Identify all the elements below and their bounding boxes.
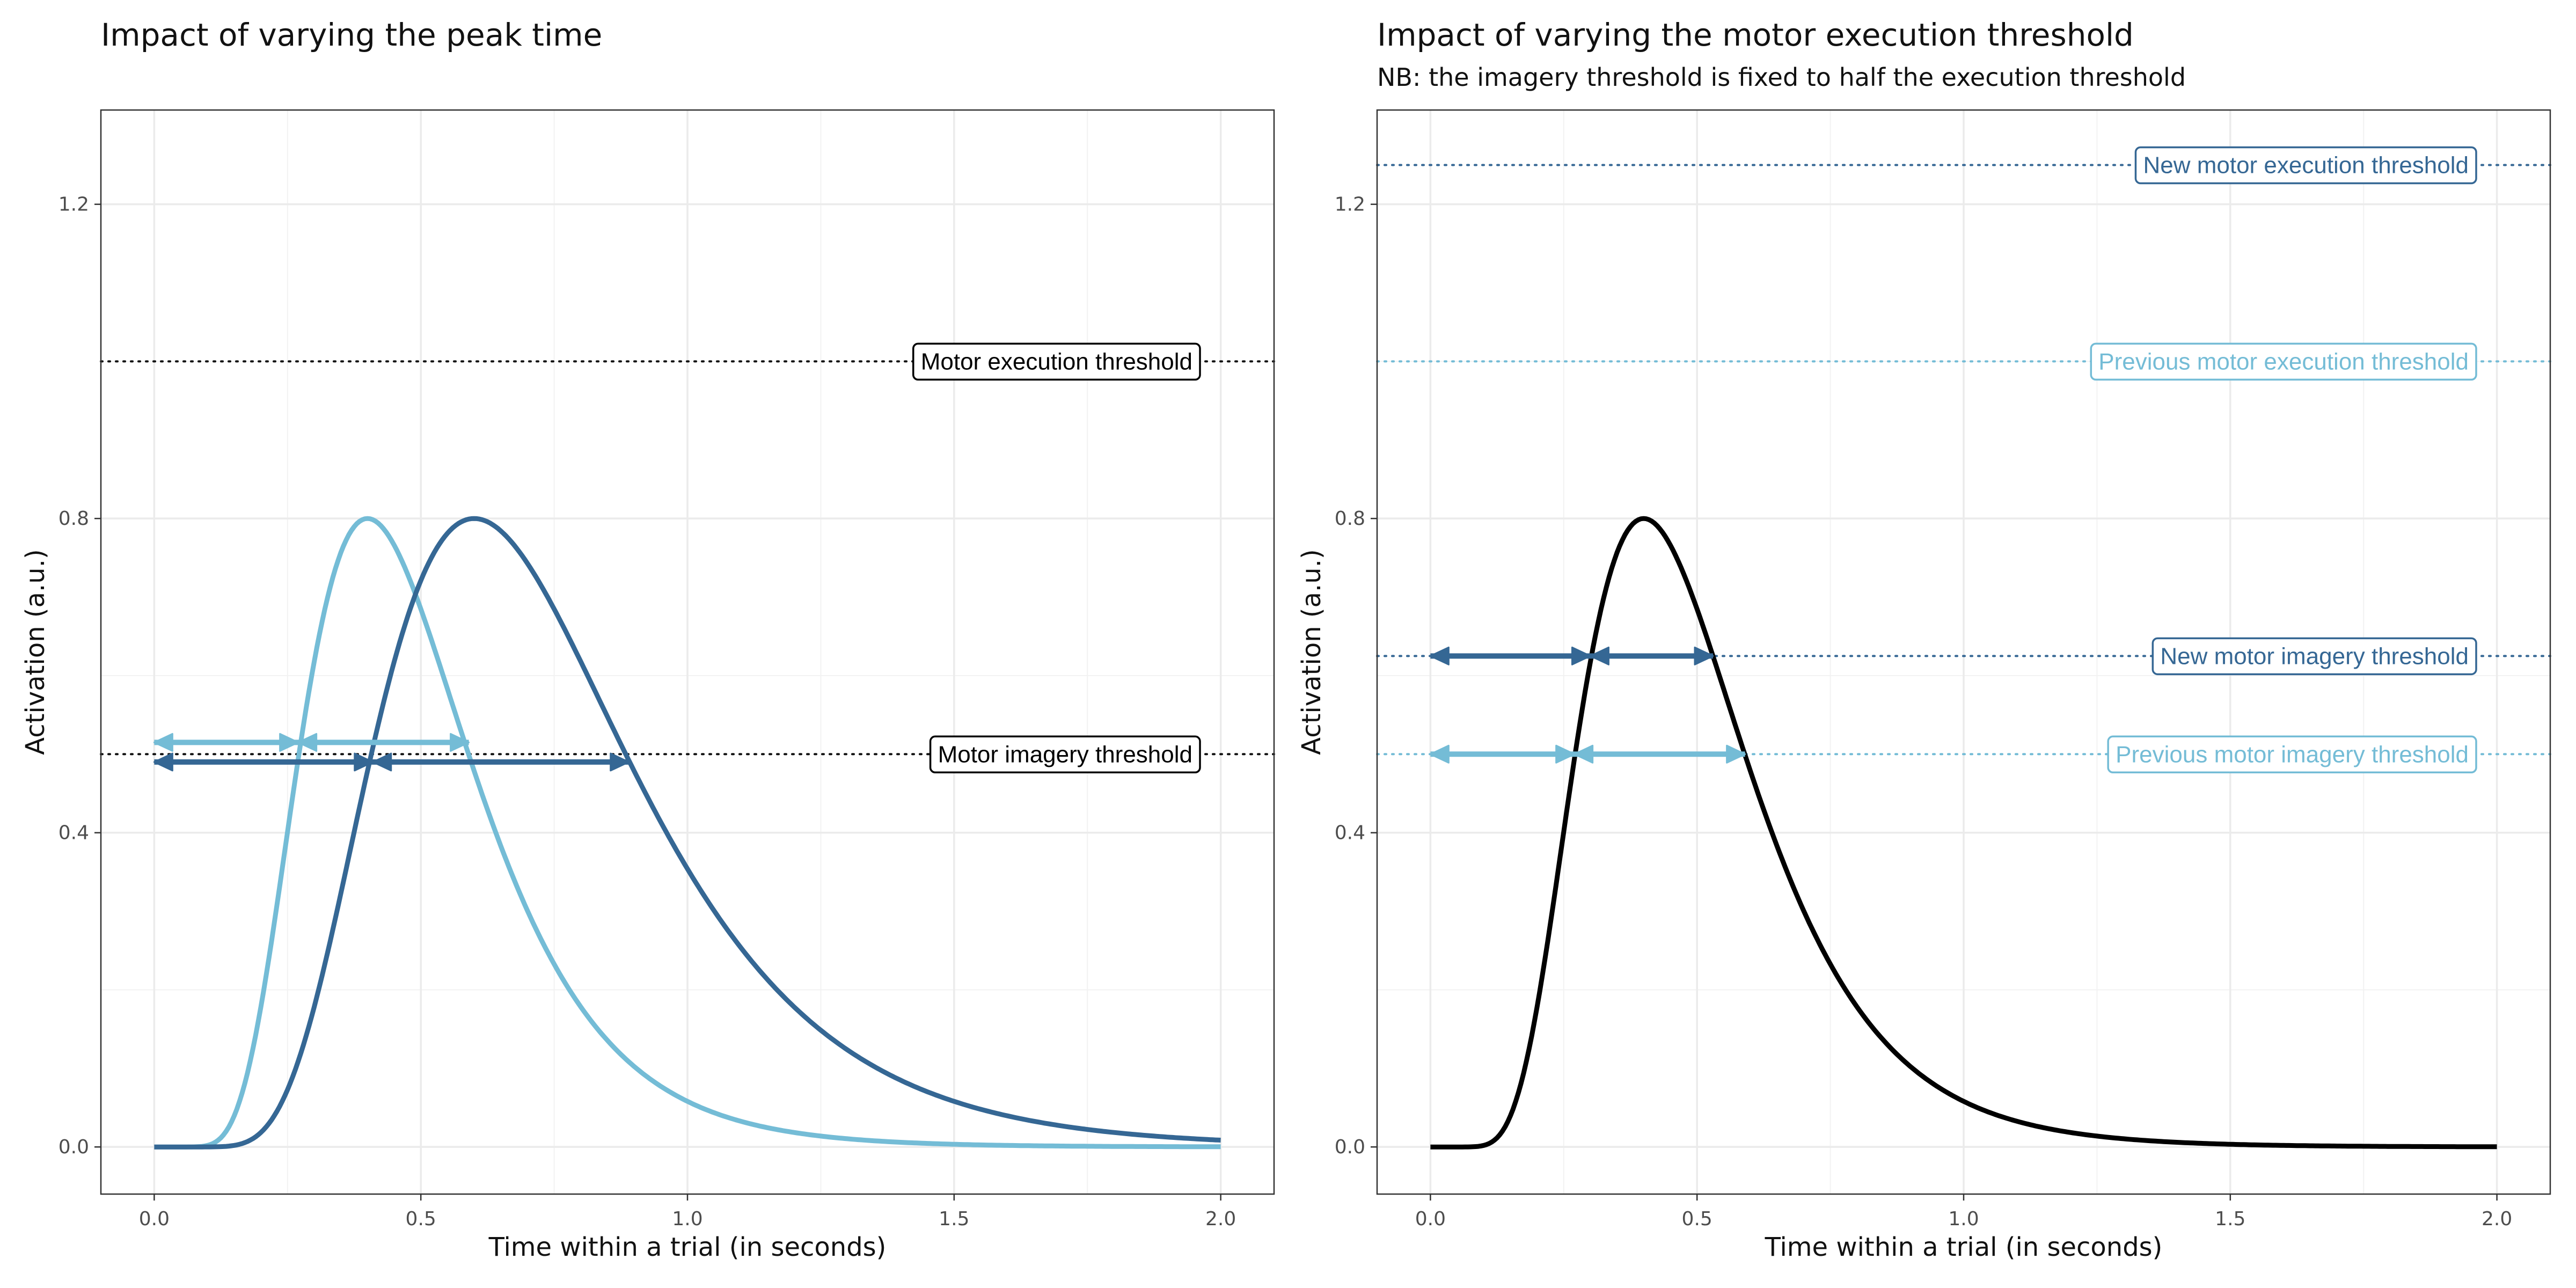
arrow-head bbox=[450, 733, 470, 752]
x-tick-label: 1.0 bbox=[672, 1208, 702, 1230]
threshold-label-text: Previous motor imagery threshold bbox=[2116, 741, 2469, 767]
threshold-label-text: New motor execution threshold bbox=[2143, 152, 2469, 178]
panel-title: Impact of varying the peak time bbox=[101, 17, 602, 53]
arrow-head bbox=[1726, 744, 1746, 764]
x-tick-label: 1.5 bbox=[2215, 1208, 2245, 1230]
x-tick-label: 0.0 bbox=[1415, 1208, 1446, 1230]
activation-curve bbox=[154, 516, 1221, 1150]
threshold-label: Previous motor execution threshold bbox=[2090, 342, 2477, 381]
interval-arrows bbox=[153, 752, 630, 772]
y-tick-label: 0.8 bbox=[58, 508, 89, 530]
threshold-label-box bbox=[929, 735, 1201, 774]
arrow-head bbox=[372, 752, 392, 772]
imagery-intervals bbox=[1429, 646, 1746, 764]
x-axis: 0.0 0.5 1.0 1.5 2.0 bbox=[1415, 1194, 2512, 1230]
threshold-labels: New motor execution threshold Previous mo… bbox=[2090, 146, 2477, 774]
y-tick-label: 0.8 bbox=[1335, 508, 1365, 530]
threshold-label: New motor execution threshold bbox=[2134, 146, 2477, 185]
x-tick-label: 1.0 bbox=[1948, 1208, 1979, 1230]
x-axis-title: Time within a trial (in seconds) bbox=[1765, 1232, 2163, 1262]
x-tick-label: 0.5 bbox=[406, 1208, 436, 1230]
threshold-label-text: Motor execution threshold bbox=[921, 348, 1192, 375]
arrow-head bbox=[1694, 646, 1714, 665]
threshold-label-box bbox=[2134, 146, 2477, 185]
threshold-label: New motor imagery threshold bbox=[2151, 637, 2477, 676]
x-tick-label: 2.0 bbox=[1205, 1208, 1236, 1230]
interval-arrows bbox=[1429, 646, 1714, 665]
arrow-head bbox=[153, 752, 173, 772]
interval-arrows bbox=[1429, 744, 1746, 764]
interval-arrows bbox=[153, 733, 470, 752]
y-tick-label: 0.4 bbox=[58, 822, 89, 844]
y-tick-label: 1.2 bbox=[58, 194, 89, 216]
y-tick-label: 0.0 bbox=[1335, 1136, 1365, 1158]
threshold-label-box bbox=[2151, 637, 2477, 676]
activation-curves bbox=[1430, 516, 2497, 1150]
arrow-head bbox=[1555, 744, 1576, 764]
threshold-label: Previous motor imagery threshold bbox=[2107, 735, 2477, 774]
y-tick-label: 1.2 bbox=[1335, 194, 1365, 216]
threshold-label-box bbox=[2090, 342, 2477, 381]
y-axis: 0.0 0.4 0.8 1.2 bbox=[58, 194, 101, 1158]
y-axis-title: Activation (a.u.) bbox=[20, 549, 50, 755]
threshold-label: Motor execution threshold bbox=[912, 342, 1201, 381]
x-axis-title: Time within a trial (in seconds) bbox=[488, 1232, 887, 1262]
x-axis: 0.0 0.5 1.0 1.5 2.0 bbox=[139, 1194, 1236, 1230]
x-tick-label: 1.5 bbox=[939, 1208, 969, 1230]
arrow-head bbox=[279, 733, 299, 752]
panel-title: Impact of varying the motor execution th… bbox=[1377, 17, 2134, 53]
x-tick-label: 0.0 bbox=[139, 1208, 170, 1230]
threshold-label-text: Previous motor execution threshold bbox=[2098, 348, 2469, 375]
x-tick-label: 0.5 bbox=[1682, 1208, 1713, 1230]
arrow-head bbox=[153, 733, 173, 752]
x-tick-label: 2.0 bbox=[2482, 1208, 2512, 1230]
panel-subtitle: NB: the imagery threshold is fixed to ha… bbox=[1377, 63, 2186, 92]
arrow-head bbox=[1429, 744, 1450, 764]
arrow-head bbox=[297, 733, 318, 752]
threshold-label-text: New motor imagery threshold bbox=[2160, 643, 2469, 669]
execution-threshold-panel: Impact of varying the motor execution th… bbox=[1297, 17, 2551, 1262]
arrow-head bbox=[1429, 646, 1450, 665]
y-axis-title: Activation (a.u.) bbox=[1297, 549, 1327, 755]
y-axis: 0.0 0.4 0.8 1.2 bbox=[1335, 194, 1377, 1158]
arrow-head bbox=[354, 752, 374, 772]
imagery-intervals bbox=[153, 733, 630, 772]
threshold-label-box bbox=[2107, 735, 2477, 774]
threshold-label-text: Motor imagery threshold bbox=[938, 741, 1192, 767]
arrow-head bbox=[1571, 646, 1591, 665]
arrow-head bbox=[1589, 646, 1609, 665]
peak-time-panel: Impact of varying the peak time Motor ex… bbox=[20, 17, 1275, 1262]
threshold-labels: Motor execution threshold Motor imagery t… bbox=[912, 342, 1201, 774]
threshold-label-box bbox=[912, 342, 1201, 381]
activation-curve bbox=[154, 516, 1221, 1150]
activation-curves bbox=[154, 516, 1221, 1150]
threshold-label: Motor imagery threshold bbox=[929, 735, 1201, 774]
activation-curve bbox=[1430, 516, 2497, 1150]
arrow-head bbox=[610, 752, 630, 772]
y-tick-label: 0.4 bbox=[1335, 822, 1365, 844]
y-tick-label: 0.0 bbox=[58, 1136, 89, 1158]
arrow-head bbox=[1574, 744, 1594, 764]
